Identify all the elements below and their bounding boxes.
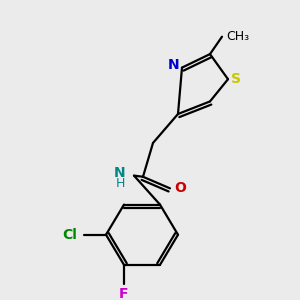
Text: N: N — [114, 166, 126, 180]
Text: F: F — [119, 287, 129, 300]
Text: H: H — [115, 177, 125, 190]
Text: O: O — [174, 182, 186, 195]
Text: S: S — [231, 72, 241, 86]
Text: Cl: Cl — [63, 228, 77, 242]
Text: N: N — [168, 58, 180, 72]
Text: CH₃: CH₃ — [226, 30, 249, 43]
